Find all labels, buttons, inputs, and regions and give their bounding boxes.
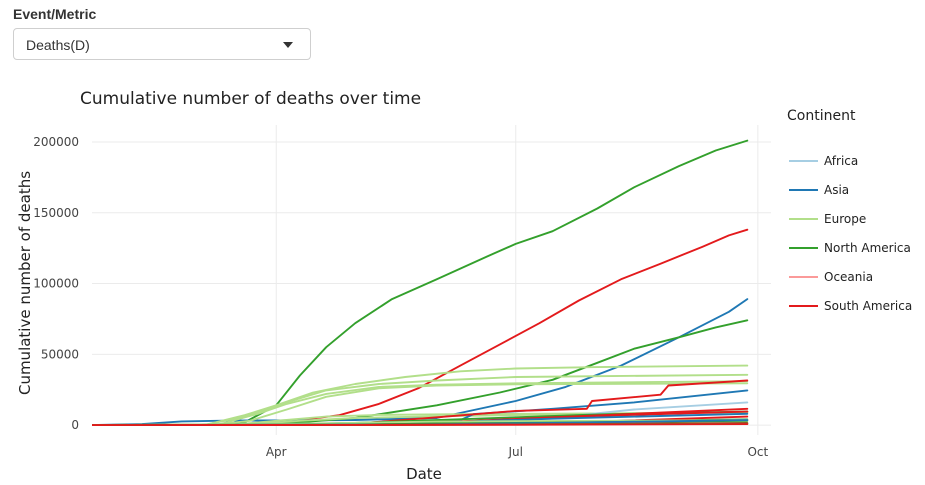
y-tick-label: 200000 xyxy=(33,135,79,149)
x-axis-label: Date xyxy=(406,465,442,483)
legend-label: Oceania xyxy=(824,270,873,284)
series-line-europe xyxy=(92,373,749,427)
caret-down-icon xyxy=(283,42,293,48)
y-axis-label: Cumulative number of deaths xyxy=(16,171,34,395)
legend-label: Asia xyxy=(824,183,849,197)
x-tick-label: Jul xyxy=(507,445,522,459)
legend-label: North America xyxy=(824,241,911,255)
series-line-asia xyxy=(92,298,749,427)
series-line-south-america xyxy=(92,423,749,427)
metric-select[interactable]: Deaths(D) xyxy=(13,28,311,60)
chart-title: Cumulative number of deaths over time xyxy=(80,89,421,109)
legend: Africa Asia Europe North America Oceania Sout… xyxy=(789,154,912,313)
metric-control-label: Event/Metric xyxy=(13,6,97,22)
x-tick-label: Oct xyxy=(747,445,768,459)
y-tick-label: 0 xyxy=(71,418,79,432)
y-tick-label: 150000 xyxy=(33,206,79,220)
x-tick-labels: Apr Jul Oct xyxy=(266,445,769,459)
metric-select-value: Deaths(D) xyxy=(26,37,90,53)
y-tick-label: 50000 xyxy=(41,347,79,361)
legend-label: South America xyxy=(824,299,912,313)
legend-title: Continent xyxy=(787,108,856,124)
legend-label: Africa xyxy=(824,154,858,168)
legend-label: Europe xyxy=(824,212,866,226)
y-tick-label: 100000 xyxy=(33,277,79,291)
x-tick-label: Apr xyxy=(266,445,287,459)
series-lines xyxy=(92,139,749,427)
y-tick-labels: 0 50000 100000 150000 200000 xyxy=(33,135,79,432)
